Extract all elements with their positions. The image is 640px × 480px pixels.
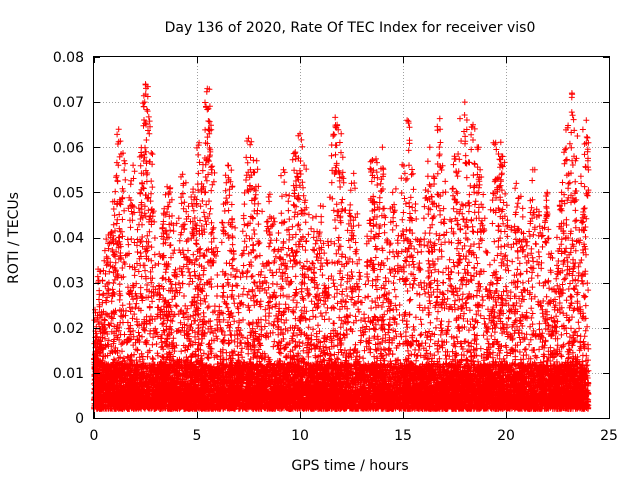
y-axis-label: ROTI / TECUs [6,192,22,284]
y-tick-label: 0.01 [53,366,84,382]
x-axis-label: GPS time / hours [291,458,408,474]
roti-points [91,81,592,412]
y-tick-label: 0.03 [53,276,84,292]
chart-title: Day 136 of 2020, Rate Of TEC Index for r… [165,20,536,36]
tick-labels: 0 5 10 15 20 25 0 0.01 0.02 0.03 0.04 0.05 0.06 0.07 0… [53,50,618,444]
x-tick-label: 25 [600,428,618,444]
y-tick-label: 0.02 [53,321,84,337]
y-tick-label: 0.07 [53,95,84,111]
y-tick-label: 0.06 [53,140,84,156]
x-tick-label: 20 [497,428,515,444]
plot-frame [93,56,610,419]
x-tick-label: 0 [90,428,99,444]
data-points [91,81,592,412]
x-tick-label: 15 [394,428,412,444]
y-tick-label: 0 [75,411,84,427]
x-tick-label: 5 [193,428,202,444]
y-tick-label: 0.08 [53,50,84,66]
x-tick-label: 10 [291,428,309,444]
axis-ticks [94,57,610,419]
y-tick-label: 0.05 [53,185,84,201]
y-tick-label: 0.04 [53,231,84,247]
